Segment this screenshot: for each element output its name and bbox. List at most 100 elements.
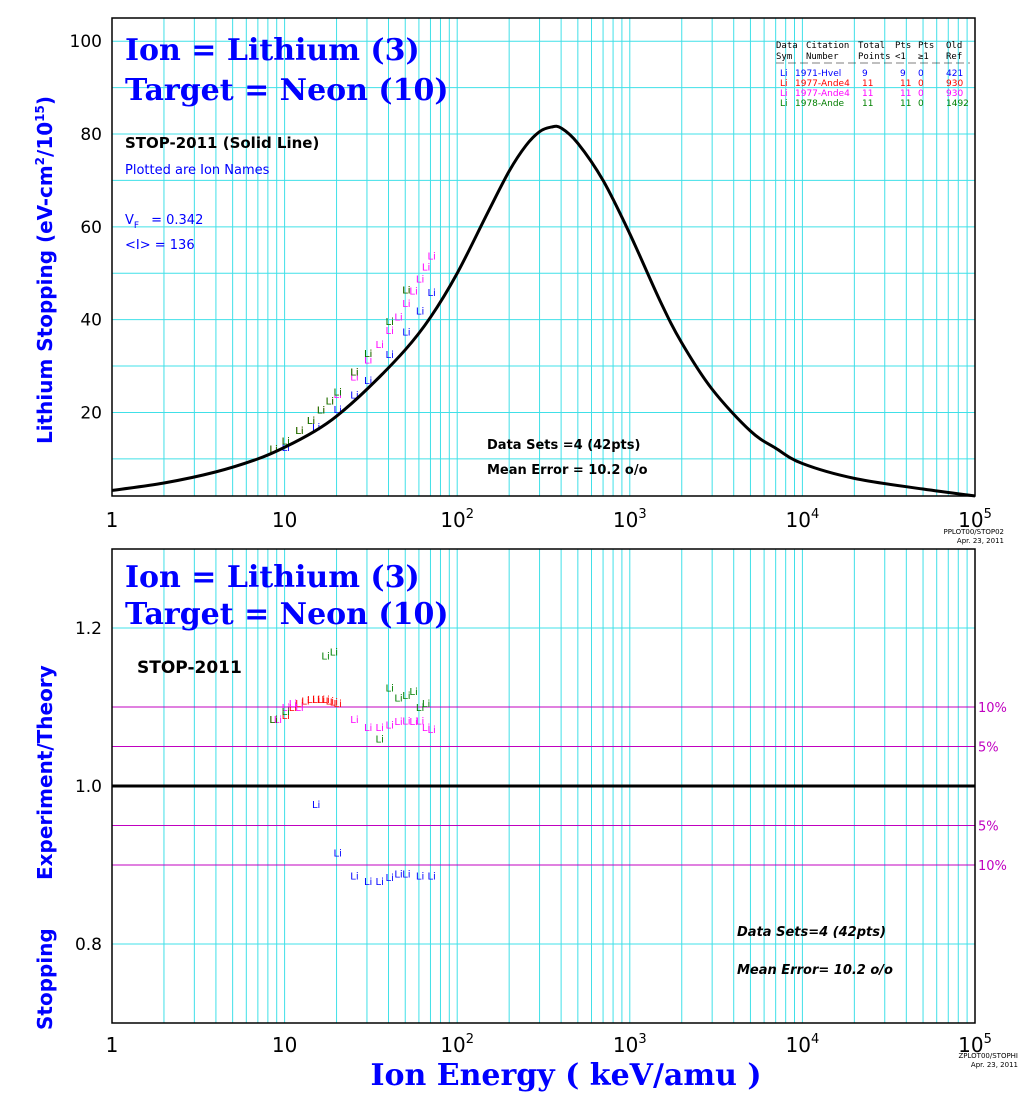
bottom-point-marker: Li — [350, 715, 358, 726]
legend-cell: 11 — [862, 89, 873, 99]
legend-header: Ref — [946, 52, 962, 62]
bottom-point-marker: Li — [402, 691, 410, 702]
legend-cell: Li — [780, 79, 788, 89]
bottom-point-marker: Li — [312, 695, 320, 706]
legend-cell: Li — [780, 69, 788, 79]
legend-cell: 1492 — [946, 99, 969, 109]
bottom-point-marker: Li — [307, 695, 315, 706]
bottom-y-axis-label-a: Stopping — [33, 928, 57, 1030]
bottom-y-tick-label: 0.8 — [75, 935, 102, 955]
bottom-point-marker: Li — [301, 697, 309, 708]
bottom-point-marker: Li — [289, 699, 297, 710]
percent-band-label: 5% — [978, 741, 999, 756]
legend-cell: 11 — [862, 99, 873, 109]
legend-header: Sym — [776, 52, 792, 62]
top-grid — [112, 18, 975, 496]
bottom-y-tick-label: 1.2 — [75, 619, 102, 639]
percent-band-label: 10% — [978, 701, 1007, 716]
legend-cell: 0 — [918, 99, 924, 109]
top-x-tick-label: 102 — [440, 507, 474, 532]
bottom-point-marker: Li — [289, 703, 297, 714]
legend-cell: 930 — [946, 89, 963, 99]
bottom-point-marker: Li — [386, 683, 394, 694]
bottom-point-marker: Li — [330, 697, 338, 708]
top-point-marker: Li — [317, 406, 325, 417]
top-point-marker: Li — [422, 263, 430, 274]
bottom-point-marker: Li — [350, 871, 358, 882]
bottom-code-stamp: ZPLOT00/STOPHI — [959, 1052, 1019, 1060]
top-data-sets: Data Sets =4 (42pts) — [487, 438, 640, 453]
bottom-point-marker: Li — [312, 800, 320, 811]
legend-cell: 0 — [918, 79, 924, 89]
top-point-marker: Li — [350, 372, 358, 383]
bottom-x-tick-label: 10 — [272, 1033, 297, 1057]
legend-header: Old — [946, 41, 962, 51]
bottom-point-marker: Li — [394, 694, 402, 705]
x-axis-label: Ion Energy ( keV/amu ) — [370, 1058, 761, 1093]
legend-cell: 11 — [900, 79, 911, 89]
bottom-point-marker: Li — [295, 699, 303, 710]
bottom-ion-title: Ion = Lithium (3) — [125, 560, 420, 595]
top-point-marker: Li — [386, 317, 394, 328]
top-point-marker: Li — [386, 350, 394, 361]
top-y-ticks: 20 40 60 80 100 — [70, 32, 102, 423]
bottom-x-tick-labels: 1 10 102 103 104 105 — [106, 1032, 992, 1057]
top-x-tick-label: 1 — [106, 508, 119, 532]
top-point-marker: Li — [402, 327, 410, 338]
top-point-marker: Li — [295, 426, 303, 437]
top-point-marker: Li — [364, 356, 372, 367]
top-point-marker: Li — [334, 388, 342, 399]
top-point-marker: Li — [350, 368, 358, 379]
bottom-point-marker: Li — [282, 703, 290, 714]
bottom-point-marker: Li — [269, 715, 277, 726]
bottom-point-marker: Li — [386, 873, 394, 884]
top-mean-error: Mean Error = 10.2 o/o — [487, 463, 648, 478]
legend-cell: 9 — [900, 69, 906, 79]
bottom-point-marker: Li — [317, 695, 325, 706]
bottom-point-marker: Li — [321, 652, 329, 663]
i-label: <I> = 136 — [125, 238, 195, 253]
top-point-marker: Li — [364, 349, 372, 360]
top-point-marker: Li — [350, 390, 358, 401]
vf-label: VF = 0.342 — [125, 213, 203, 231]
theory-label: STOP-2011 (Solid Line) — [125, 134, 319, 152]
top-point-marker: Li — [334, 388, 342, 399]
bottom-point-marker: Li — [274, 715, 282, 726]
top-x-tick-label: 104 — [786, 507, 820, 532]
top-y-tick-label: 40 — [80, 311, 102, 331]
legend-header: Points — [858, 52, 891, 62]
legend-cell: 0 — [918, 69, 924, 79]
legend-cell: Li — [780, 99, 788, 109]
percent-band-label: 10% — [978, 859, 1007, 874]
top-code-stamp: PPLOT00/STOP02 — [943, 528, 1004, 536]
bottom-point-marker: Li — [416, 716, 424, 727]
bottom-point-marker: Li — [376, 735, 384, 746]
legend-cell: 11 — [900, 99, 911, 109]
top-point-marker: Li — [416, 274, 424, 285]
legend-cell: 0 — [918, 89, 924, 99]
legend-cell: 1971-Hvel — [795, 69, 841, 79]
top-y-tick-label: 80 — [80, 125, 102, 145]
bottom-point-marker: Li — [282, 711, 290, 722]
top-point-marker: Li — [334, 390, 342, 401]
top-y-tick-label: 100 — [70, 32, 102, 52]
bottom-x-tick-label: 104 — [786, 1032, 820, 1057]
bottom-point-marker: Li — [334, 699, 342, 710]
top-date-stamp: Apr. 23, 2011 — [957, 537, 1004, 545]
legend-table: DataSymCitationNumberTotalPointsPts<1Pts… — [776, 41, 970, 109]
top-point-marker: Li — [386, 317, 394, 328]
bottom-y-tick-label: 1.0 — [75, 777, 102, 797]
top-y-tick-label: 60 — [80, 218, 102, 238]
top-point-marker: Li — [409, 286, 417, 297]
bottom-point-marker: Li — [402, 716, 410, 727]
legend-header: Citation — [806, 41, 849, 51]
top-point-marker: Li — [282, 436, 290, 447]
bottom-y-axis-label-b: Experiment/Theory — [33, 665, 57, 880]
